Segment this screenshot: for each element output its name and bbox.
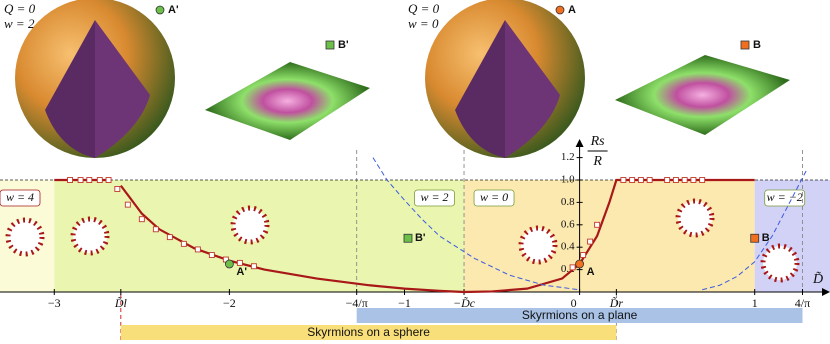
ring	[675, 198, 715, 238]
skyrmion-rings	[5, 198, 800, 283]
region-label: w = 0	[480, 190, 508, 204]
region-label: w = 4	[6, 190, 34, 204]
point-label: B	[762, 232, 770, 244]
y-tick-label: 1.0	[561, 174, 575, 186]
x-tick-label: 4/π	[795, 296, 810, 310]
series-marker	[86, 177, 93, 183]
series-marker	[124, 201, 131, 208]
sphere-cut	[95, 20, 150, 158]
series-marker	[208, 252, 215, 258]
series-marker	[194, 246, 201, 253]
region-label-box	[473, 189, 515, 207]
series-marker	[672, 177, 679, 183]
legend-mark	[740, 40, 750, 50]
x-tick-label: D̃r	[609, 296, 624, 310]
series-line	[372, 157, 580, 291]
series-marker	[587, 238, 594, 245]
series-line	[119, 178, 755, 294]
series-marker	[96, 177, 103, 183]
sphere-cut	[45, 20, 95, 158]
legend-label: A'	[168, 4, 179, 16]
x-tick-label: −3	[48, 296, 61, 310]
series-marker	[637, 177, 644, 183]
illustrations	[15, 0, 790, 158]
region-label: w = 2	[420, 190, 448, 204]
point	[403, 233, 413, 243]
series-marker	[690, 177, 697, 183]
ring	[5, 217, 45, 257]
legend-mark	[555, 5, 565, 15]
x-tick-label: −4/π	[346, 296, 368, 310]
legend-label: A	[568, 4, 576, 16]
x-tick-label: 0	[571, 296, 577, 310]
series-marker	[569, 264, 576, 271]
series-marker	[629, 177, 636, 183]
legend-label: B'	[338, 39, 349, 51]
range-bar	[120, 325, 617, 340]
parameter-label: w = 0	[408, 16, 439, 31]
region-label-box	[414, 189, 455, 207]
series-marker	[580, 252, 587, 258]
ring	[70, 216, 110, 256]
sphere-cut	[505, 20, 560, 158]
y-axis-label: R	[592, 154, 602, 169]
parameter-label: w = 2	[4, 16, 35, 31]
x-tick-label: −1	[398, 296, 411, 310]
region-label: w = −2	[767, 190, 803, 204]
x-tick-label: D̃l	[114, 296, 128, 310]
series-marker	[152, 226, 159, 233]
y-tick-label: 0.6	[561, 218, 575, 230]
y-tick-label: 1.2	[561, 151, 575, 163]
x-axis-label: D̃	[812, 271, 823, 287]
series-marker	[166, 234, 173, 241]
sphere-cut	[455, 20, 505, 158]
tile	[615, 55, 790, 135]
series-marker	[138, 216, 145, 223]
parameter-label: Q = 0	[4, 1, 36, 16]
x-tick-label: 1	[752, 296, 758, 310]
point	[750, 233, 760, 243]
series-marker	[67, 177, 73, 183]
region-label-box	[764, 189, 806, 207]
parameter-label: Q = 0	[408, 1, 440, 16]
point	[224, 259, 234, 269]
point-label: A	[587, 266, 595, 278]
x-tick-label: −D̃c	[453, 296, 476, 310]
series-marker	[664, 177, 671, 183]
tile	[205, 62, 370, 140]
region-label-box	[0, 189, 41, 207]
series-marker	[114, 186, 121, 192]
series-marker	[620, 177, 627, 183]
x-axis-arrow	[822, 288, 830, 296]
ring	[518, 225, 558, 265]
series-line	[702, 168, 808, 291]
series-marker	[250, 263, 257, 270]
ring	[760, 243, 800, 283]
series-marker	[594, 221, 601, 228]
range-bar-label: Skyrmions on a sphere	[307, 325, 430, 339]
legend-mark	[155, 5, 165, 15]
series-marker	[236, 259, 243, 266]
legend-mark	[325, 40, 335, 50]
legend-label: B	[753, 39, 761, 51]
series-marker	[699, 177, 706, 183]
series-marker	[646, 177, 653, 183]
y-tick-label: 0.8	[561, 196, 575, 208]
ring	[230, 205, 270, 245]
x-tick-label: −2	[223, 296, 236, 310]
range-bar	[356, 308, 803, 323]
series-marker	[180, 240, 187, 247]
series-marker	[681, 177, 688, 183]
point-label: A'	[236, 266, 247, 278]
y-tick-label: 0.4	[561, 241, 575, 253]
point-label: B'	[415, 232, 426, 244]
y-axis-label: Rs	[590, 134, 606, 149]
point	[575, 259, 584, 269]
range-bar-label: Skyrmions on a plane	[522, 308, 638, 322]
y-axis-arrow	[575, 139, 584, 147]
series-marker	[77, 177, 84, 183]
series-marker	[105, 177, 112, 183]
